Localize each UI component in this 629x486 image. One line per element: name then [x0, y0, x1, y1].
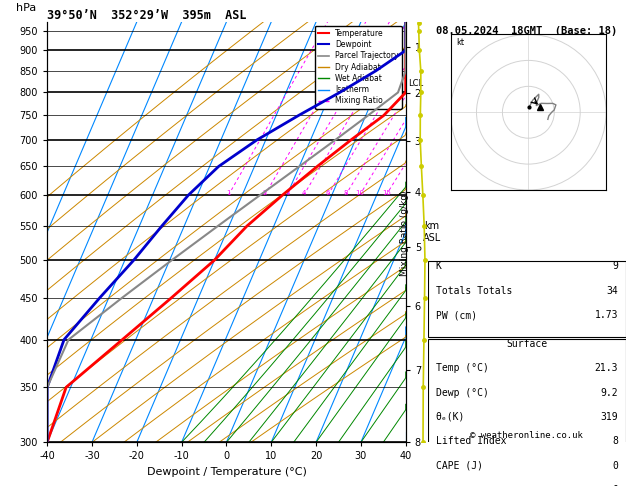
Text: Temp (°C): Temp (°C): [436, 363, 489, 373]
Y-axis label: km
ASL: km ASL: [423, 221, 441, 243]
Text: 21.3: 21.3: [594, 363, 618, 373]
Text: CAPE (J): CAPE (J): [436, 461, 482, 471]
Text: 4: 4: [302, 190, 306, 196]
Text: θₑ(K): θₑ(K): [436, 412, 465, 422]
Text: 34: 34: [606, 286, 618, 296]
Text: 8: 8: [612, 436, 618, 446]
Text: Surface: Surface: [506, 339, 547, 349]
Text: CIN (J): CIN (J): [436, 485, 477, 486]
Text: 15: 15: [382, 190, 391, 196]
Text: 0: 0: [612, 461, 618, 471]
Text: 8: 8: [343, 190, 348, 196]
Text: 08.05.2024  18GMT  (Base: 18): 08.05.2024 18GMT (Base: 18): [436, 26, 618, 36]
Text: 3: 3: [285, 190, 289, 196]
Text: Totals Totals: Totals Totals: [436, 286, 512, 296]
Text: 9.2: 9.2: [600, 388, 618, 398]
X-axis label: Dewpoint / Temperature (°C): Dewpoint / Temperature (°C): [147, 467, 306, 477]
FancyBboxPatch shape: [428, 339, 626, 486]
Text: Lifted Index: Lifted Index: [436, 436, 506, 446]
Text: 39°50’N  352°29’W  395m  ASL: 39°50’N 352°29’W 395m ASL: [47, 9, 247, 22]
Text: 9: 9: [612, 261, 618, 272]
Legend: Temperature, Dewpoint, Parcel Trajectory, Dry Adiabat, Wet Adiabat, Isotherm, Mi: Temperature, Dewpoint, Parcel Trajectory…: [314, 26, 402, 108]
Text: 319: 319: [600, 412, 618, 422]
Text: 1: 1: [226, 190, 231, 196]
Text: Mixing Ratio (g/kg): Mixing Ratio (g/kg): [400, 191, 409, 276]
Text: K: K: [436, 261, 442, 272]
Text: 6: 6: [326, 190, 330, 196]
Text: © weatheronline.co.uk: © weatheronline.co.uk: [470, 431, 583, 440]
Text: 2: 2: [263, 190, 267, 196]
FancyBboxPatch shape: [428, 261, 626, 337]
Y-axis label: hPa: hPa: [16, 3, 36, 14]
Text: 1.73: 1.73: [594, 310, 618, 320]
Text: 0: 0: [612, 485, 618, 486]
Text: PW (cm): PW (cm): [436, 310, 477, 320]
Text: kt: kt: [456, 38, 464, 47]
Text: LCL: LCL: [408, 79, 423, 88]
Text: Dewp (°C): Dewp (°C): [436, 388, 489, 398]
Text: 10: 10: [355, 190, 364, 196]
